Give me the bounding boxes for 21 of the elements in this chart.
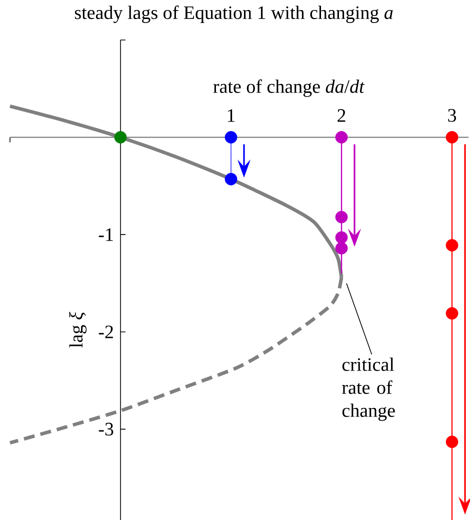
point bbox=[446, 307, 458, 320]
point bbox=[446, 239, 458, 252]
point bbox=[446, 436, 458, 448]
x-tick-label: 1 bbox=[228, 109, 235, 122]
point bbox=[335, 242, 348, 254]
y-tick-label: -1 bbox=[98, 228, 113, 241]
chart-title: steady lags of Equation 1 with changing a bbox=[74, 6, 393, 23]
point bbox=[446, 131, 458, 144]
y-tick-label: -2 bbox=[98, 326, 113, 338]
y-axis-title: lag ξ bbox=[69, 312, 87, 348]
x-axis-title: rate of change da/dt bbox=[213, 79, 365, 97]
point bbox=[224, 131, 238, 144]
point bbox=[114, 131, 127, 144]
y-tick-label: -3 bbox=[98, 422, 114, 436]
point bbox=[335, 231, 348, 244]
point bbox=[335, 210, 348, 224]
point bbox=[224, 172, 238, 186]
point bbox=[335, 131, 348, 144]
annotation: critical rate of change bbox=[342, 358, 395, 421]
x-tick-label: 2 bbox=[338, 109, 346, 122]
x-tick-label: 3 bbox=[448, 108, 456, 122]
